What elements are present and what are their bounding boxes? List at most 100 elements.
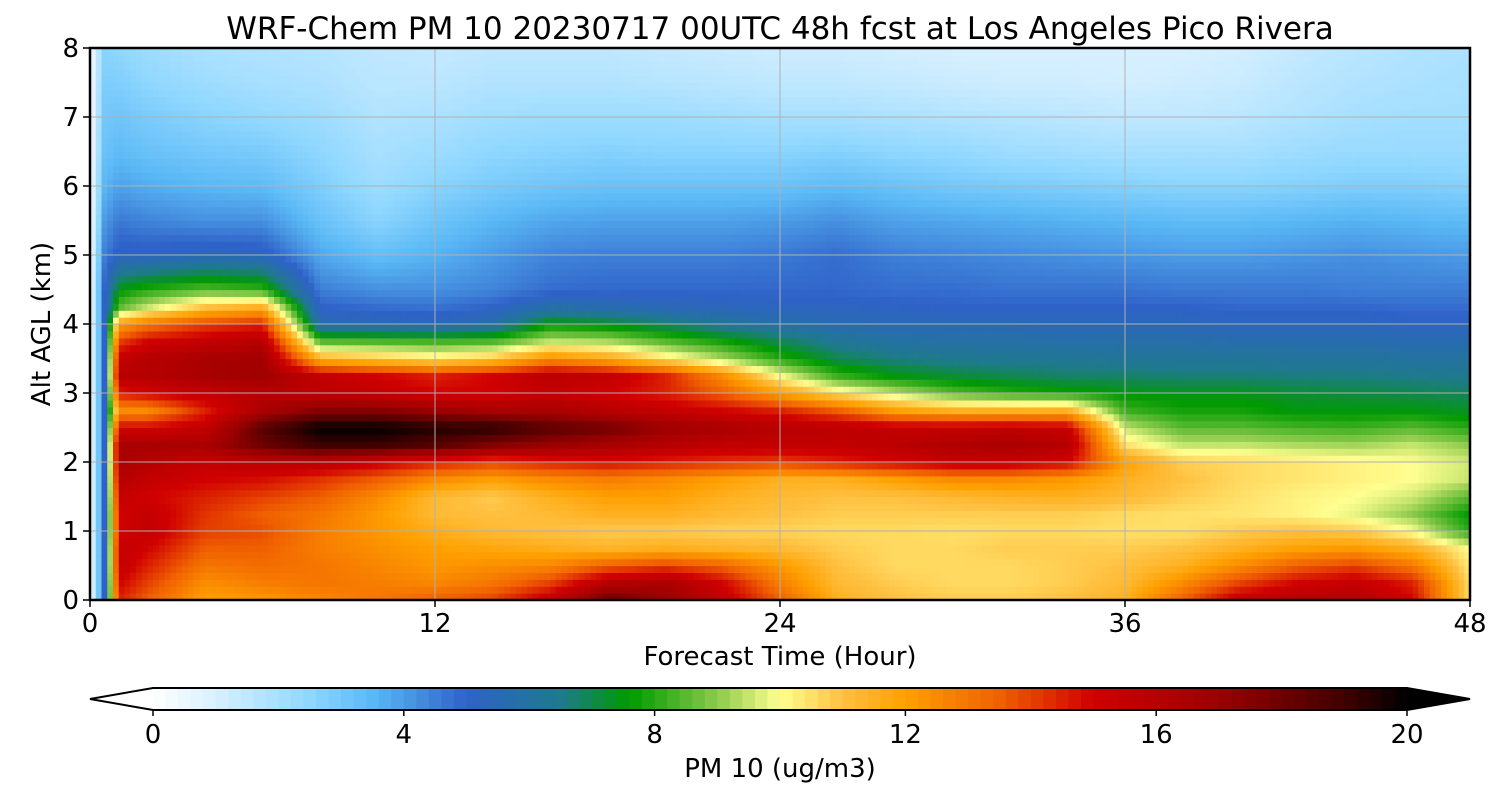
heatmap-cell [578,524,586,532]
heatmap-cell [1389,482,1396,491]
heatmap-cell [446,537,453,546]
heatmap-cell [1090,475,1097,484]
heatmap-cell [348,579,356,587]
heatmap-cell [176,482,183,491]
heatmap-cell [193,496,200,504]
heatmap-cell [969,455,977,463]
heatmap-cell [1240,496,1247,504]
heatmap-cell [653,503,660,511]
heatmap-cell [1424,468,1431,477]
heatmap-cell [389,489,396,498]
heatmap-cell [90,572,97,580]
heatmap-cell [274,462,281,470]
heatmap-cell [170,551,177,560]
heatmap-cell [1004,558,1011,567]
heatmap-cell [1188,455,1195,463]
heatmap-cell [1372,565,1379,573]
heatmap-cell [682,558,689,567]
heatmap-cell [1010,510,1017,518]
heatmap-cell [118,572,126,580]
heatmap-cell [1245,510,1253,518]
heatmap-cell [371,468,379,477]
heatmap-cell [406,482,413,491]
heatmap-cell [1096,503,1103,511]
heatmap-cell [935,551,942,560]
heatmap-cell [676,517,683,525]
heatmap-cell [446,503,453,511]
heatmap-cell [383,531,390,539]
heatmap-cell [498,482,505,491]
heatmap-cell [193,475,200,484]
heatmap-cell [757,503,764,511]
heatmap-cell [343,586,350,594]
heatmap-cell [406,468,413,477]
heatmap-cell [1073,565,1080,573]
heatmap-cell [279,510,287,518]
heatmap-cell [314,551,321,560]
heatmap-cell [1228,531,1235,539]
heatmap-cell [1441,503,1448,511]
heatmap-cell [757,524,764,532]
heatmap-cell [1286,496,1293,504]
heatmap-cell [205,462,212,470]
heatmap-cell [1441,593,1448,600]
heatmap-cell [889,593,896,600]
heatmap-cell [877,579,885,587]
heatmap-cell [1372,558,1379,567]
heatmap-cell [205,558,212,567]
heatmap-cell [1389,579,1396,587]
heatmap-cell [458,517,465,525]
heatmap-cell [1286,593,1293,600]
heatmap-cell [837,455,844,463]
heatmap-cell [889,517,896,525]
heatmap-cell [1119,475,1126,484]
heatmap-cell [596,489,603,498]
heatmap-cell [1084,586,1092,594]
heatmap-cell [762,455,770,463]
heatmap-cell [774,544,781,553]
heatmap-cell [1067,462,1074,470]
heatmap-cell [291,496,298,504]
heatmap-cell [935,544,942,553]
heatmap-cell [176,496,183,504]
heatmap-cell [1303,475,1310,484]
heatmap-cell [573,462,580,470]
heatmap-cell [291,524,298,532]
heatmap-cell [412,489,419,498]
heatmap-cell [1107,586,1115,594]
heatmap-cell [682,510,689,518]
heatmap-cell [561,531,568,539]
heatmap-cell [1429,517,1437,525]
heatmap-cell [113,475,120,484]
heatmap-cell [1067,517,1074,525]
heatmap-cell [624,475,632,484]
heatmap-cell [889,544,896,553]
heatmap-cell [371,544,379,553]
heatmap-cell [998,544,1005,553]
heatmap-cell [866,524,873,532]
heatmap-cell [417,572,425,580]
heatmap-cell [1297,593,1304,600]
heatmap-cell [981,468,988,477]
heatmap-cell [941,551,948,560]
heatmap-cell [941,462,948,470]
heatmap-cell [820,510,827,518]
heatmap-cell [1171,565,1178,573]
heatmap-cell [1441,482,1448,491]
heatmap-cell [785,558,793,567]
heatmap-cell [118,544,126,553]
heatmap-cell [952,462,959,470]
heatmap-cell [826,565,833,573]
heatmap-cell [1309,579,1316,587]
heatmap-cell [170,489,177,498]
heatmap-cell [711,579,718,587]
heatmap-cell [492,551,499,560]
heatmap-cell [969,468,977,477]
heatmap-cell [170,531,177,539]
heatmap-cell [849,537,856,546]
heatmap-cell [941,579,948,587]
heatmap-cell [124,586,131,594]
heatmap-cell [383,503,390,511]
heatmap-cell [895,468,902,477]
heatmap-cell [1314,551,1322,560]
